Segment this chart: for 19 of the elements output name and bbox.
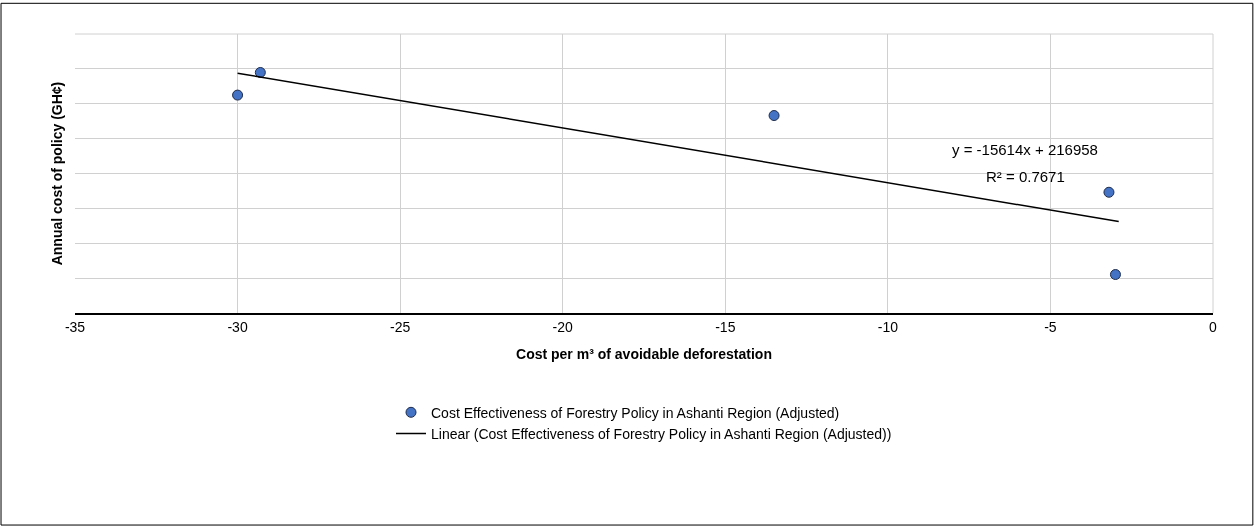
point	[254, 66, 266, 78]
x-tick-label: -25	[390, 318, 411, 335]
x-tick-label: -5	[1044, 318, 1057, 335]
legend-label: Cost Effectiveness of Forestry Policy in Ashanti Region (Adjusted)	[431, 404, 840, 421]
x-tick-label: -35	[64, 318, 86, 335]
x-tick-label: -10	[877, 318, 899, 335]
x-tick-label: -15	[715, 318, 736, 335]
annotation: R² = 0.7671	[986, 168, 1065, 185]
x-tick-label: -20	[552, 318, 574, 335]
x-tick-label: -30	[227, 318, 248, 335]
point	[1103, 186, 1115, 198]
legend-label: Linear (Cost Effectiveness of Forestry Policy in Ashanti Region (Adjusted))	[431, 425, 892, 442]
point	[1109, 269, 1121, 281]
x-axis-title: Cost per m³ of avoidable deforestation	[516, 345, 772, 362]
point	[768, 110, 780, 122]
point	[232, 89, 244, 101]
y-axis-title: Annual cost of policy (GH¢)	[48, 81, 65, 266]
x-tick-label: 0	[1209, 318, 1218, 335]
annotation: y = -15614x + 216958	[952, 141, 1098, 158]
